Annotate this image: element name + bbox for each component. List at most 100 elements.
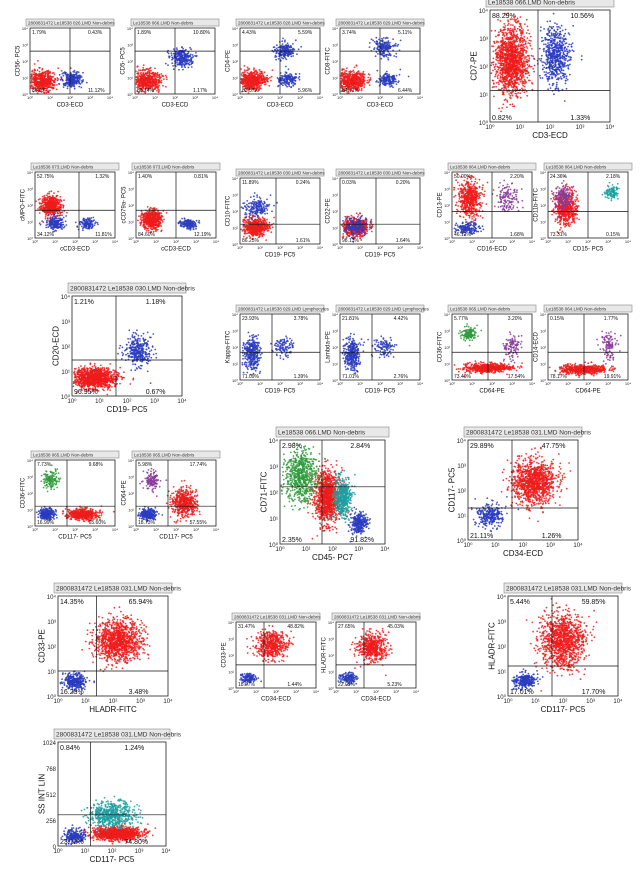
- event-dot: [278, 53, 280, 55]
- event-dot: [155, 78, 157, 80]
- event-dot: [80, 87, 82, 89]
- event-dot: [517, 96, 519, 98]
- event-dot: [344, 80, 346, 82]
- y-tick-label: 10⁴: [22, 26, 28, 31]
- event-dot: [295, 39, 297, 41]
- event-dot: [364, 84, 366, 86]
- dot-plot: Le18538 066.LMD Non-debris88.29%10.56%0.…: [470, 0, 616, 140]
- event-dot: [510, 33, 512, 35]
- event-dot: [362, 81, 364, 83]
- event-dot: [522, 83, 524, 85]
- event-dot: [361, 90, 363, 92]
- event-dot: [162, 85, 164, 87]
- event-dot: [508, 54, 510, 56]
- event-dot: [514, 51, 516, 53]
- event-dot: [349, 72, 351, 74]
- event-dot: [495, 86, 497, 88]
- event-dot: [346, 79, 348, 81]
- event-dot: [42, 68, 44, 70]
- x-tick-label: 10³: [397, 95, 403, 100]
- event-dot: [143, 74, 145, 76]
- event-dot: [543, 28, 545, 30]
- event-dot: [512, 37, 514, 39]
- quadrant-percent: 83.57%: [242, 88, 260, 94]
- event-dot: [508, 93, 510, 95]
- event-dot: [498, 108, 500, 110]
- event-dot: [246, 70, 248, 72]
- event-dot: [184, 54, 186, 56]
- event-dot: [292, 43, 294, 45]
- event-dot: [72, 71, 74, 73]
- event-dot: [515, 82, 517, 84]
- event-dot: [44, 78, 46, 80]
- event-dot: [244, 69, 246, 71]
- event-dot: [190, 60, 192, 62]
- event-dot: [524, 40, 526, 42]
- event-dot: [343, 83, 345, 85]
- event-dot: [268, 85, 270, 87]
- quadrant-percent: 1.79%: [32, 30, 47, 36]
- event-dot: [563, 70, 565, 72]
- event-dot: [146, 68, 148, 70]
- event-dot: [383, 56, 385, 58]
- event-dot: [547, 56, 549, 58]
- event-dot: [367, 82, 369, 84]
- event-dot: [71, 84, 73, 86]
- event-dot: [497, 76, 499, 78]
- event-dot: [498, 67, 500, 69]
- event-dot: [298, 77, 300, 79]
- event-dot: [378, 39, 380, 41]
- event-dot: [144, 69, 146, 71]
- event-dot: [558, 26, 560, 28]
- event-dot: [253, 85, 255, 87]
- event-dot: [144, 78, 146, 80]
- event-dot: [529, 43, 531, 45]
- event-dot: [142, 67, 144, 69]
- event-dot: [67, 88, 69, 90]
- event-dot: [519, 41, 521, 43]
- event-dot: [359, 80, 361, 82]
- event-dot: [81, 82, 83, 84]
- event-dot: [353, 85, 355, 87]
- dot-plot: 2800831472 Le18538 028.LMD Non-debris4.4…: [226, 19, 326, 109]
- event-dot: [244, 85, 246, 87]
- event-dot: [153, 82, 155, 84]
- event-dot: [179, 62, 181, 64]
- event-dot: [31, 76, 33, 78]
- event-dot: [32, 81, 34, 83]
- event-dot: [515, 75, 517, 77]
- event-dot: [525, 61, 527, 63]
- x-tick-label: 10¹: [152, 95, 158, 100]
- event-dot: [244, 71, 246, 73]
- event-dot: [37, 69, 39, 71]
- event-dot: [145, 73, 147, 75]
- event-dot: [514, 41, 516, 43]
- event-dot: [510, 28, 512, 30]
- event-dot: [528, 72, 530, 74]
- event-dot: [387, 59, 389, 61]
- event-dot: [500, 30, 502, 32]
- event-dot: [556, 86, 558, 88]
- event-dot: [516, 40, 518, 42]
- event-dot: [523, 56, 525, 58]
- event-dot: [528, 33, 530, 35]
- event-dot: [251, 83, 253, 85]
- event-dot: [253, 69, 255, 71]
- event-dot: [512, 52, 514, 54]
- event-dot: [288, 68, 290, 70]
- event-dot: [244, 83, 246, 85]
- event-dot: [522, 40, 524, 42]
- event-dot: [503, 89, 505, 91]
- event-dot: [345, 83, 347, 85]
- event-dot: [528, 55, 530, 57]
- event-dot: [157, 86, 159, 88]
- y-tick-label: 10²: [332, 59, 338, 64]
- event-dot: [520, 58, 522, 60]
- event-dot: [145, 84, 147, 86]
- event-dot: [500, 81, 502, 83]
- event-dot: [517, 20, 519, 22]
- event-dot: [266, 80, 268, 82]
- event-dot: [82, 72, 84, 74]
- event-dot: [370, 77, 372, 79]
- event-dot: [76, 75, 78, 77]
